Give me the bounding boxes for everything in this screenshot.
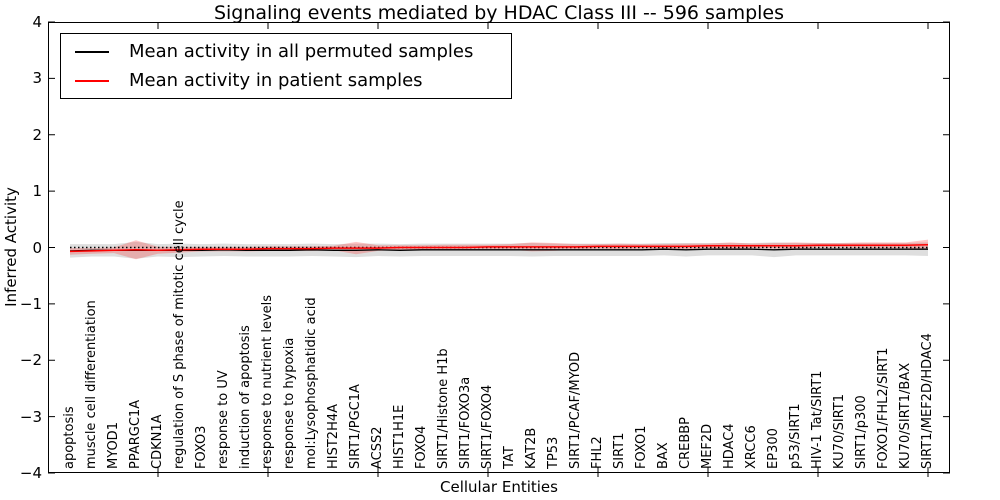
x-tick-label: CREBBP — [678, 417, 693, 469]
x-tick-label: KAT2B — [524, 427, 539, 469]
y-tick-label: 4 — [32, 13, 42, 31]
legend-label: Mean activity in patient samples — [129, 70, 423, 91]
x-tick-label: EP300 — [766, 428, 781, 469]
x-tick-label: SIRT1/PCAF/MYOD — [568, 351, 583, 469]
y-tick-label: 1 — [32, 182, 42, 200]
x-tick-label: KU70/SIRT1/BAX — [898, 362, 913, 469]
x-tick-label: muscle cell differentiation — [84, 300, 99, 469]
x-tick-label: HIV-1 Tat/SIRT1 — [810, 370, 825, 469]
x-tick-label: FHL2 — [590, 436, 605, 469]
x-tick-label: apoptosis — [62, 406, 77, 469]
x-tick-label: TP53 — [546, 436, 561, 469]
x-tick-label: SIRT1/p300 — [854, 395, 869, 469]
x-tick-label: CDKN1A — [150, 414, 165, 469]
permuted-mean-line — [69, 248, 928, 252]
legend-item-permuted: Mean activity in all permuted samples — [71, 37, 501, 66]
x-tick-label: FOXO4 — [414, 425, 429, 469]
x-tick-label: FOXO1/FHL2/SIRT1 — [876, 347, 891, 469]
x-tick-label: induction of apoptosis — [238, 325, 253, 469]
y-tick-label: 3 — [32, 69, 42, 87]
x-tick-label: ACSS2 — [370, 426, 385, 469]
x-tick-label: KU70/SIRT1 — [832, 394, 847, 469]
x-tick-label: HIST2H4A — [326, 403, 341, 469]
x-tick-label: SIRT1/PGC1A — [348, 384, 363, 469]
x-tick-label: regulation of S phase of mitotic cell cy… — [172, 200, 187, 469]
x-tick-label: HDAC4 — [722, 423, 737, 469]
permuted-line-sample-icon — [75, 50, 109, 53]
x-tick-label: MYOD1 — [106, 422, 121, 469]
legend: Mean activity in all permuted samples Me… — [60, 33, 512, 99]
x-tick-label: TAT — [502, 446, 517, 469]
chart-title: Signaling events mediated by HDAC Class … — [213, 2, 785, 24]
x-tick-label: response to hypoxia — [282, 337, 297, 469]
x-tick-label: BAX — [656, 442, 671, 469]
plot-border — [48, 22, 950, 473]
x-tick-label: SIRT1/MEF2D/HDAC4 — [920, 333, 935, 469]
y-tick-label: −1 — [19, 295, 42, 313]
patient-mean-line — [69, 243, 929, 253]
y-tick-label: −4 — [19, 464, 42, 482]
y-tick-label: 0 — [32, 239, 42, 257]
x-tick-label: response to UV — [216, 370, 231, 469]
x-tick-label: XRCC6 — [744, 425, 759, 469]
x-tick-label: FOXO1 — [634, 425, 649, 469]
x-tick-label: mol:Lysophosphatidic acid — [304, 297, 319, 469]
y-tick-label: −3 — [19, 408, 42, 426]
x-tick-label: SIRT1 — [612, 432, 627, 469]
legend-item-patient: Mean activity in patient samples — [71, 66, 501, 95]
x-tick-label: SIRT1/FOXO4 — [480, 384, 495, 469]
y-tick-label: −2 — [19, 351, 42, 369]
x-axis-label: Cellular Entities — [440, 478, 558, 496]
x-tick-label: FOXO3 — [194, 425, 209, 469]
x-tick-label: MEF2D — [700, 423, 715, 469]
x-tick-label: p53/SIRT1 — [788, 403, 803, 469]
x-tick-label: SIRT1/Histone H1b — [436, 348, 451, 469]
patient-line-sample-icon — [75, 79, 109, 82]
x-tick-label: HIST1H1E — [392, 404, 407, 469]
x-tick-label: response to nutrient levels — [260, 294, 275, 469]
x-tick-label: PPARGC1A — [128, 399, 143, 469]
legend-label: Mean activity in all permuted samples — [129, 41, 474, 62]
x-tick-label: SIRT1/FOXO3a — [458, 376, 473, 469]
y-tick-label: 2 — [32, 126, 42, 144]
